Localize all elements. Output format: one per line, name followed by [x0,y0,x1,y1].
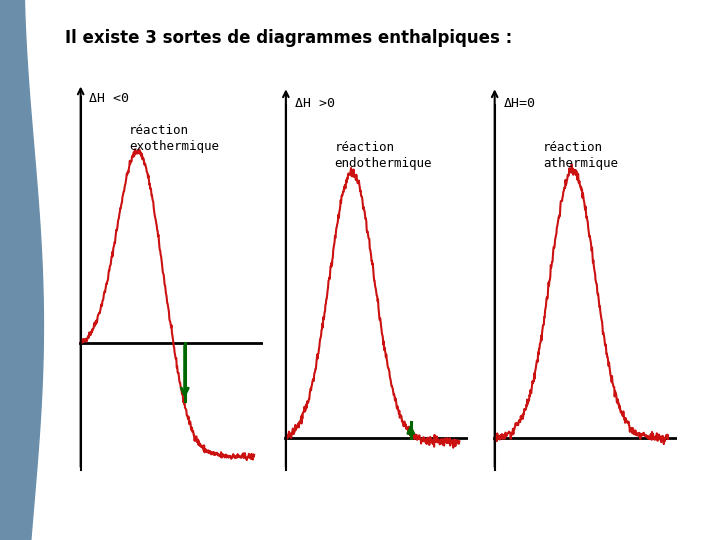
Text: Il existe 3 sortes de diagrammes enthalpiques :: Il existe 3 sortes de diagrammes enthalp… [65,29,512,47]
Text: réaction
endothermique: réaction endothermique [334,141,432,170]
Text: ΔH=0: ΔH=0 [503,97,536,110]
Text: ΔH >0: ΔH >0 [294,97,335,110]
Text: 13: 13 [681,512,702,527]
Text: Cours de COMBUSTION – Université de ROUEN: Cours de COMBUSTION – Université de ROUE… [232,515,488,525]
Text: réaction
athermique: réaction athermique [544,141,618,170]
Text: ΔH <0: ΔH <0 [89,92,130,105]
Text: réaction
exothermique: réaction exothermique [130,124,220,153]
